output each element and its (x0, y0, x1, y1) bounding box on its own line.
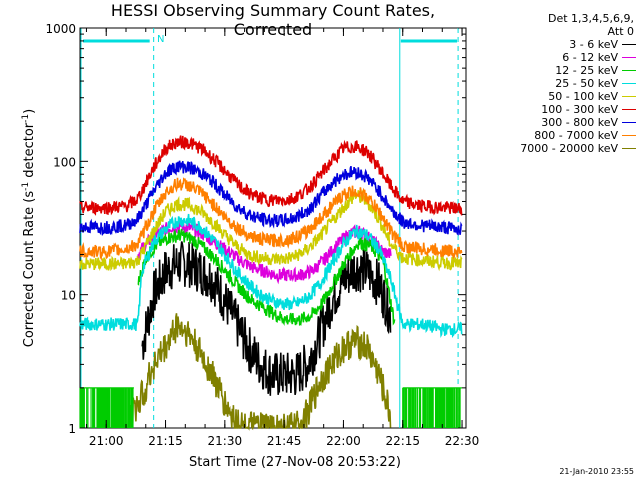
series-line (79, 135, 463, 216)
legend-swatch (622, 57, 636, 58)
legend-label: 7000 - 20000 keV (520, 142, 618, 155)
chart-title: HESSI Observing Summary Count Rates, Cor… (110, 1, 436, 39)
legend-entry: 3 - 6 keV (478, 38, 636, 51)
y-tick-label: 100 (53, 155, 76, 169)
legend-entry: 100 - 300 keV (478, 103, 636, 116)
legend-label: 25 - 50 keV (555, 77, 618, 90)
legend-swatch (622, 70, 636, 71)
series-line (129, 313, 392, 431)
x-tick-label: 22:00 (326, 434, 361, 448)
y-axis-label-mid: detector (22, 122, 37, 182)
x-tick-label: 21:30 (208, 434, 243, 448)
legend-label: 6 - 12 keV (562, 51, 618, 64)
legend-swatch (622, 135, 636, 136)
legend-label: 100 - 300 keV (541, 103, 618, 116)
series-line (141, 241, 392, 396)
legend-label: 800 - 7000 keV (534, 129, 618, 142)
x-tick-label: 22:30 (445, 434, 480, 448)
legend-entry: 50 - 100 keV (478, 90, 636, 103)
y-axis-label-sup1: -1 (21, 182, 31, 191)
y-axis-label: Corrected Count Rate (s-1 detector-1) (21, 109, 37, 347)
y-tick-label: 1000 (45, 22, 76, 36)
y-axis-label-sup2: -1 (21, 114, 31, 123)
legend-swatch (622, 122, 636, 123)
legend-entry: 6 - 12 keV (478, 51, 636, 64)
legend-swatch (622, 148, 636, 149)
legend-swatch (622, 109, 636, 110)
y-axis: 1 10 100 1000 (45, 22, 466, 436)
legend-label: 50 - 100 keV (548, 90, 618, 103)
x-axis: 21:00 21:15 21:30 21:45 22:00 22:15 22:30 (85, 28, 480, 448)
x-axis-label: Start Time (27-Nov-08 20:53:22) (189, 455, 401, 470)
night-marker: N (157, 34, 164, 45)
series-line (79, 177, 463, 261)
x-tick-label: 21:45 (267, 434, 302, 448)
legend-entry: 7000 - 20000 keV (478, 142, 636, 155)
y-axis-label-suffix: ) (22, 109, 37, 114)
legend: Det 1,3,4,5,6,9, Att 0 3 - 6 keV 6 - 12 k… (478, 12, 636, 155)
x-tick-label: 22:15 (385, 434, 420, 448)
legend-label: 3 - 6 keV (569, 38, 618, 51)
series-line (79, 189, 463, 272)
series-line (79, 160, 463, 237)
y-tick-label: 10 (61, 289, 76, 303)
series-line (79, 213, 463, 338)
series-group (79, 135, 463, 431)
legend-header-line-2: Att 0 (607, 25, 634, 38)
x-tick-label: 21:00 (89, 434, 124, 448)
legend-label: 300 - 800 keV (541, 116, 618, 129)
y-axis-label-prefix: Corrected Count Rate (s (22, 191, 37, 348)
legend-entry: 800 - 7000 keV (478, 129, 636, 142)
x-tick-label: 21:15 (148, 434, 183, 448)
footer-date: 21-Jan-2010 23:55 (559, 467, 634, 476)
series-line (137, 228, 396, 327)
legend-label: 12 - 25 keV (555, 64, 618, 77)
legend-header-line-1: Det 1,3,4,5,6,9, (547, 12, 634, 25)
legend-swatch (622, 44, 636, 45)
legend-entry: 300 - 800 keV (478, 116, 636, 129)
legend-swatch (622, 83, 636, 84)
y-tick-label: 1 (68, 422, 76, 436)
legend-swatch (622, 96, 636, 97)
legend-entry: 12 - 25 keV (478, 64, 636, 77)
legend-entries: 3 - 6 keV 6 - 12 keV 12 - 25 keV 25 - 50 ke… (478, 38, 636, 155)
legend-entry: 25 - 50 keV (478, 77, 636, 90)
